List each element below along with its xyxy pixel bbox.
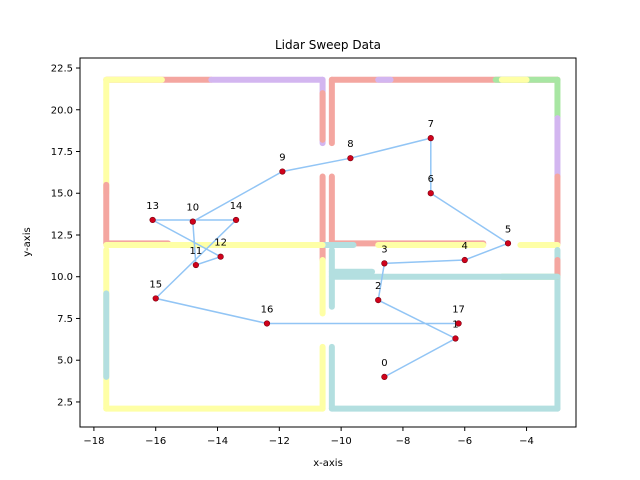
x-tick-label: −16: [145, 436, 166, 447]
plot-frame: [79, 57, 577, 428]
x-tick-label: −6: [457, 436, 472, 447]
y-tick-label: 5.0: [57, 356, 73, 367]
waypoint-label: 15: [149, 279, 162, 290]
y-axis-ticks: 2.5 5.0 7.5 10.0 12.5 15.0 17.5 20.0 22.5: [51, 64, 80, 408]
waypoint-label: 4: [462, 241, 468, 252]
waypoint-point: [427, 135, 434, 142]
waypoint-label: 2: [375, 281, 381, 292]
x-tick-label: −12: [269, 436, 290, 447]
waypoint-label: 6: [428, 174, 434, 185]
x-tick-label: −14: [207, 436, 228, 447]
waypoint-label: 7: [428, 119, 434, 130]
waypoint-label: 16: [261, 304, 274, 315]
y-tick-label: 20.0: [51, 105, 73, 116]
waypoint-point: [452, 335, 459, 342]
waypoint-point: [455, 320, 462, 327]
waypoint-point: [461, 256, 468, 264]
waypoint-point: [232, 216, 240, 224]
waypoint-label: 1: [452, 320, 458, 331]
waypoint-point: [347, 155, 354, 162]
chart-title: Lidar Sweep Data: [275, 38, 381, 52]
y-tick-label: 2.5: [57, 397, 73, 408]
waypoint-point: [152, 295, 159, 302]
waypoint-label: 0: [381, 358, 387, 369]
waypoint-point: [381, 260, 388, 267]
y-axis-title: y-axis: [22, 227, 33, 256]
waypoint-label: 9: [279, 153, 285, 164]
waypoint-label: 17: [452, 304, 465, 315]
x-axis-title: x-axis: [313, 458, 343, 469]
waypoint-label: 13: [146, 201, 159, 212]
waypoint-label: 10: [186, 203, 199, 214]
waypoint-point: [427, 190, 434, 197]
waypoint-point: [279, 168, 286, 175]
y-tick-label: 7.5: [57, 314, 73, 325]
waypoint-point: [263, 320, 271, 327]
y-tick-label: 12.5: [51, 230, 73, 241]
y-tick-label: 22.5: [51, 64, 73, 75]
waypoint-point: [381, 373, 388, 381]
waypoint-point: [189, 218, 196, 225]
y-tick-label: 17.5: [51, 147, 73, 158]
x-tick-label: −4: [519, 436, 534, 447]
waypoint-point: [504, 240, 512, 247]
waypoint-label: 14: [230, 201, 243, 212]
y-tick-label: 10.0: [51, 272, 73, 283]
waypoint-label: 5: [505, 224, 511, 235]
waypoint-point: [375, 297, 382, 304]
y-tick-label: 15.0: [51, 189, 73, 200]
waypoint-label: 11: [190, 246, 203, 257]
robot-path-line: [152, 137, 510, 378]
waypoint-label: 3: [381, 244, 387, 255]
x-tick-label: −18: [83, 436, 104, 447]
waypoint-label: 8: [347, 139, 353, 150]
waypoint-point: [192, 261, 199, 269]
x-tick-label: −8: [396, 436, 411, 447]
waypoint-label: 12: [214, 238, 227, 249]
waypoint-point: [149, 216, 156, 224]
x-tick-label: −10: [331, 436, 352, 447]
waypoint-point: [217, 253, 224, 260]
x-axis-ticks: −18 −16 −14 −12 −10 −8 −6 −4: [83, 427, 534, 447]
